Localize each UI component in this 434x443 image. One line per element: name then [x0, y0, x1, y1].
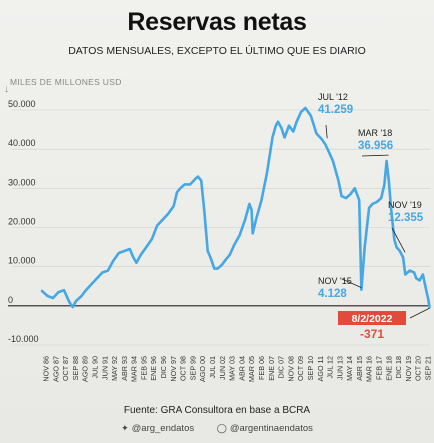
x-tick-label: DIC 96: [159, 356, 168, 378]
x-tick-label: SEP 99: [188, 356, 197, 380]
x-tick-label: FEB 06: [257, 356, 266, 380]
annotation-value: 36.956: [358, 140, 393, 152]
reserves-series-line: [40, 106, 431, 309]
chart-subtitle: DATOS MENSUALES, EXCEPTO EL ÚLTIMO QUE E…: [68, 45, 366, 57]
x-tick-label: JUL 01: [208, 356, 217, 379]
x-tick-label: DIC 07: [277, 356, 286, 378]
x-tick-label: ENE 07: [267, 356, 276, 381]
annotation-value: 4.128: [318, 288, 347, 300]
annotation-date: MAR '18: [358, 128, 392, 138]
y-tick-label: 50.000: [8, 99, 36, 109]
x-tick-label: MAR 94: [130, 356, 139, 382]
x-tick-label: OCT 20: [414, 356, 423, 381]
x-tick-label: MAY 14: [345, 356, 354, 381]
x-tick-label: SEP 21: [424, 356, 433, 380]
x-tick-label: AGO 00: [198, 356, 207, 382]
x-tick-label: MAR 16: [365, 356, 374, 382]
instagram-handle: ◯ @argentinaendatos: [217, 423, 313, 434]
x-tick-label: OCT 98: [179, 356, 188, 381]
x-tick-label: NOV 08: [286, 356, 295, 382]
annotation-pointer: [409, 307, 430, 319]
annotation-pointer: [325, 124, 328, 139]
x-tick-label: SEP 88: [71, 356, 80, 380]
twitter-handle-text: @arg_endatos: [131, 423, 195, 434]
social-handles: ✦ @arg_endatos ◯ @argentinaendatos: [0, 423, 434, 434]
annotation-date: 8/2/2022: [352, 313, 393, 325]
annotation-value: 12.355: [388, 212, 424, 224]
twitter-handle: ✦ @arg_endatos: [121, 423, 194, 434]
x-tick-label: DIC 18: [394, 356, 403, 378]
x-tick-label: SEP 10: [306, 356, 315, 380]
y-tick-label: 40.000: [8, 138, 36, 148]
x-tick-label: ABR 15: [355, 356, 364, 381]
y-tick-label: 10.000: [8, 256, 36, 266]
instagram-handle-text: @argentinaendatos: [229, 423, 313, 434]
x-tick-label: JUN 91: [100, 356, 109, 380]
x-tick-label: AGO 11: [316, 356, 325, 381]
x-tick-label: ABR 04: [237, 356, 246, 381]
x-tick-label: AGO 87: [51, 356, 60, 382]
x-tick-label: MAR 05: [247, 356, 256, 382]
annotation-pointer: [341, 278, 362, 289]
x-tick-label: ENE 18: [384, 356, 393, 381]
y-tick-label: 0: [8, 295, 13, 305]
x-tick-label: ABR 93: [120, 356, 129, 381]
x-tick-label: JUN 13: [335, 356, 344, 380]
x-tick-label: MAY 92: [110, 356, 119, 381]
chart-title: Reservas netas: [127, 8, 307, 36]
x-tick-label: MAY 03: [228, 356, 237, 381]
annotation-pointer: [361, 154, 389, 157]
x-tick-label: JUN 02: [218, 356, 227, 380]
annotation-date: NOV '15: [318, 276, 352, 286]
y-tick-label: 20.000: [8, 217, 36, 227]
annotation-value: 41.259: [318, 104, 353, 116]
x-tick-label: FEB 17: [375, 356, 384, 380]
x-tick-label: NOV 86: [42, 356, 51, 382]
x-tick-label: NOV 97: [169, 356, 178, 382]
source-note: Fuente: GRA Consultora en base a BCRA: [123, 405, 311, 416]
x-tick-label: NOV 19: [404, 356, 413, 382]
twitter-bird-icon: ✦: [121, 423, 129, 433]
y-axis-label: MILES DE MILLONES USD: [10, 77, 122, 87]
annotation-value: -371: [360, 327, 384, 341]
x-tick-label: OCT 87: [61, 356, 70, 381]
annotation-date: NOV '19: [388, 200, 422, 210]
x-tick-label: ENE 96: [149, 356, 158, 381]
x-tick-label: AGO 89: [81, 356, 90, 382]
annotation-pointer: [391, 227, 406, 253]
x-tick-label: JUL 90: [90, 356, 99, 379]
down-arrow-icon: ↓: [4, 84, 9, 95]
last-value-badge: [338, 311, 406, 325]
instagram-icon: ◯: [216, 423, 227, 433]
annotation-date: JUL '12: [318, 92, 348, 102]
x-tick-label: OCT 09: [296, 356, 305, 381]
y-tick-label: 30.000: [8, 177, 36, 187]
x-tick-label: JUL 12: [326, 356, 335, 379]
y-tick-label: -10.000: [8, 334, 39, 344]
x-tick-label: FEB 95: [139, 356, 148, 380]
